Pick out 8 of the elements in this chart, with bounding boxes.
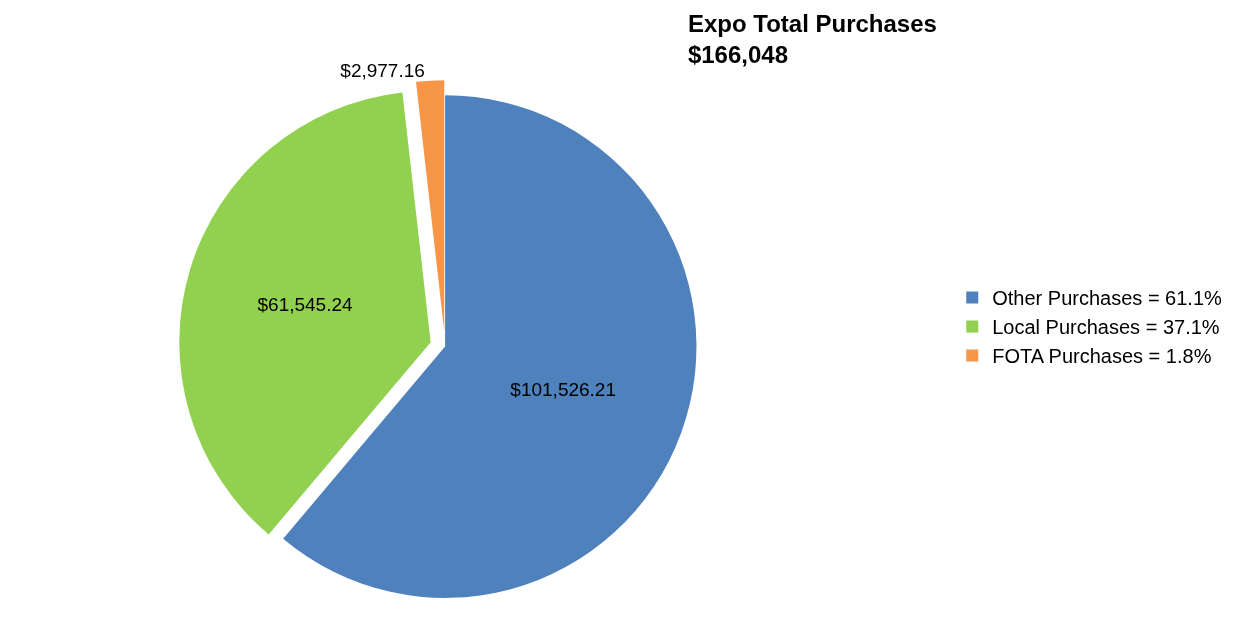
data-label: $101,526.21 — [510, 379, 616, 401]
legend-label: FOTA Purchases = 1.8% — [992, 345, 1212, 368]
legend-label: Local Purchases = 37.1% — [992, 316, 1220, 339]
legend-label: Other Purchases = 61.1% — [992, 287, 1223, 310]
data-label: $2,977.16 — [340, 59, 425, 81]
chart-title: Expo Total Purchases — [687, 9, 937, 37]
chart-subtitle: $166,048 — [687, 40, 789, 68]
data-label: $61,545.24 — [257, 293, 354, 315]
